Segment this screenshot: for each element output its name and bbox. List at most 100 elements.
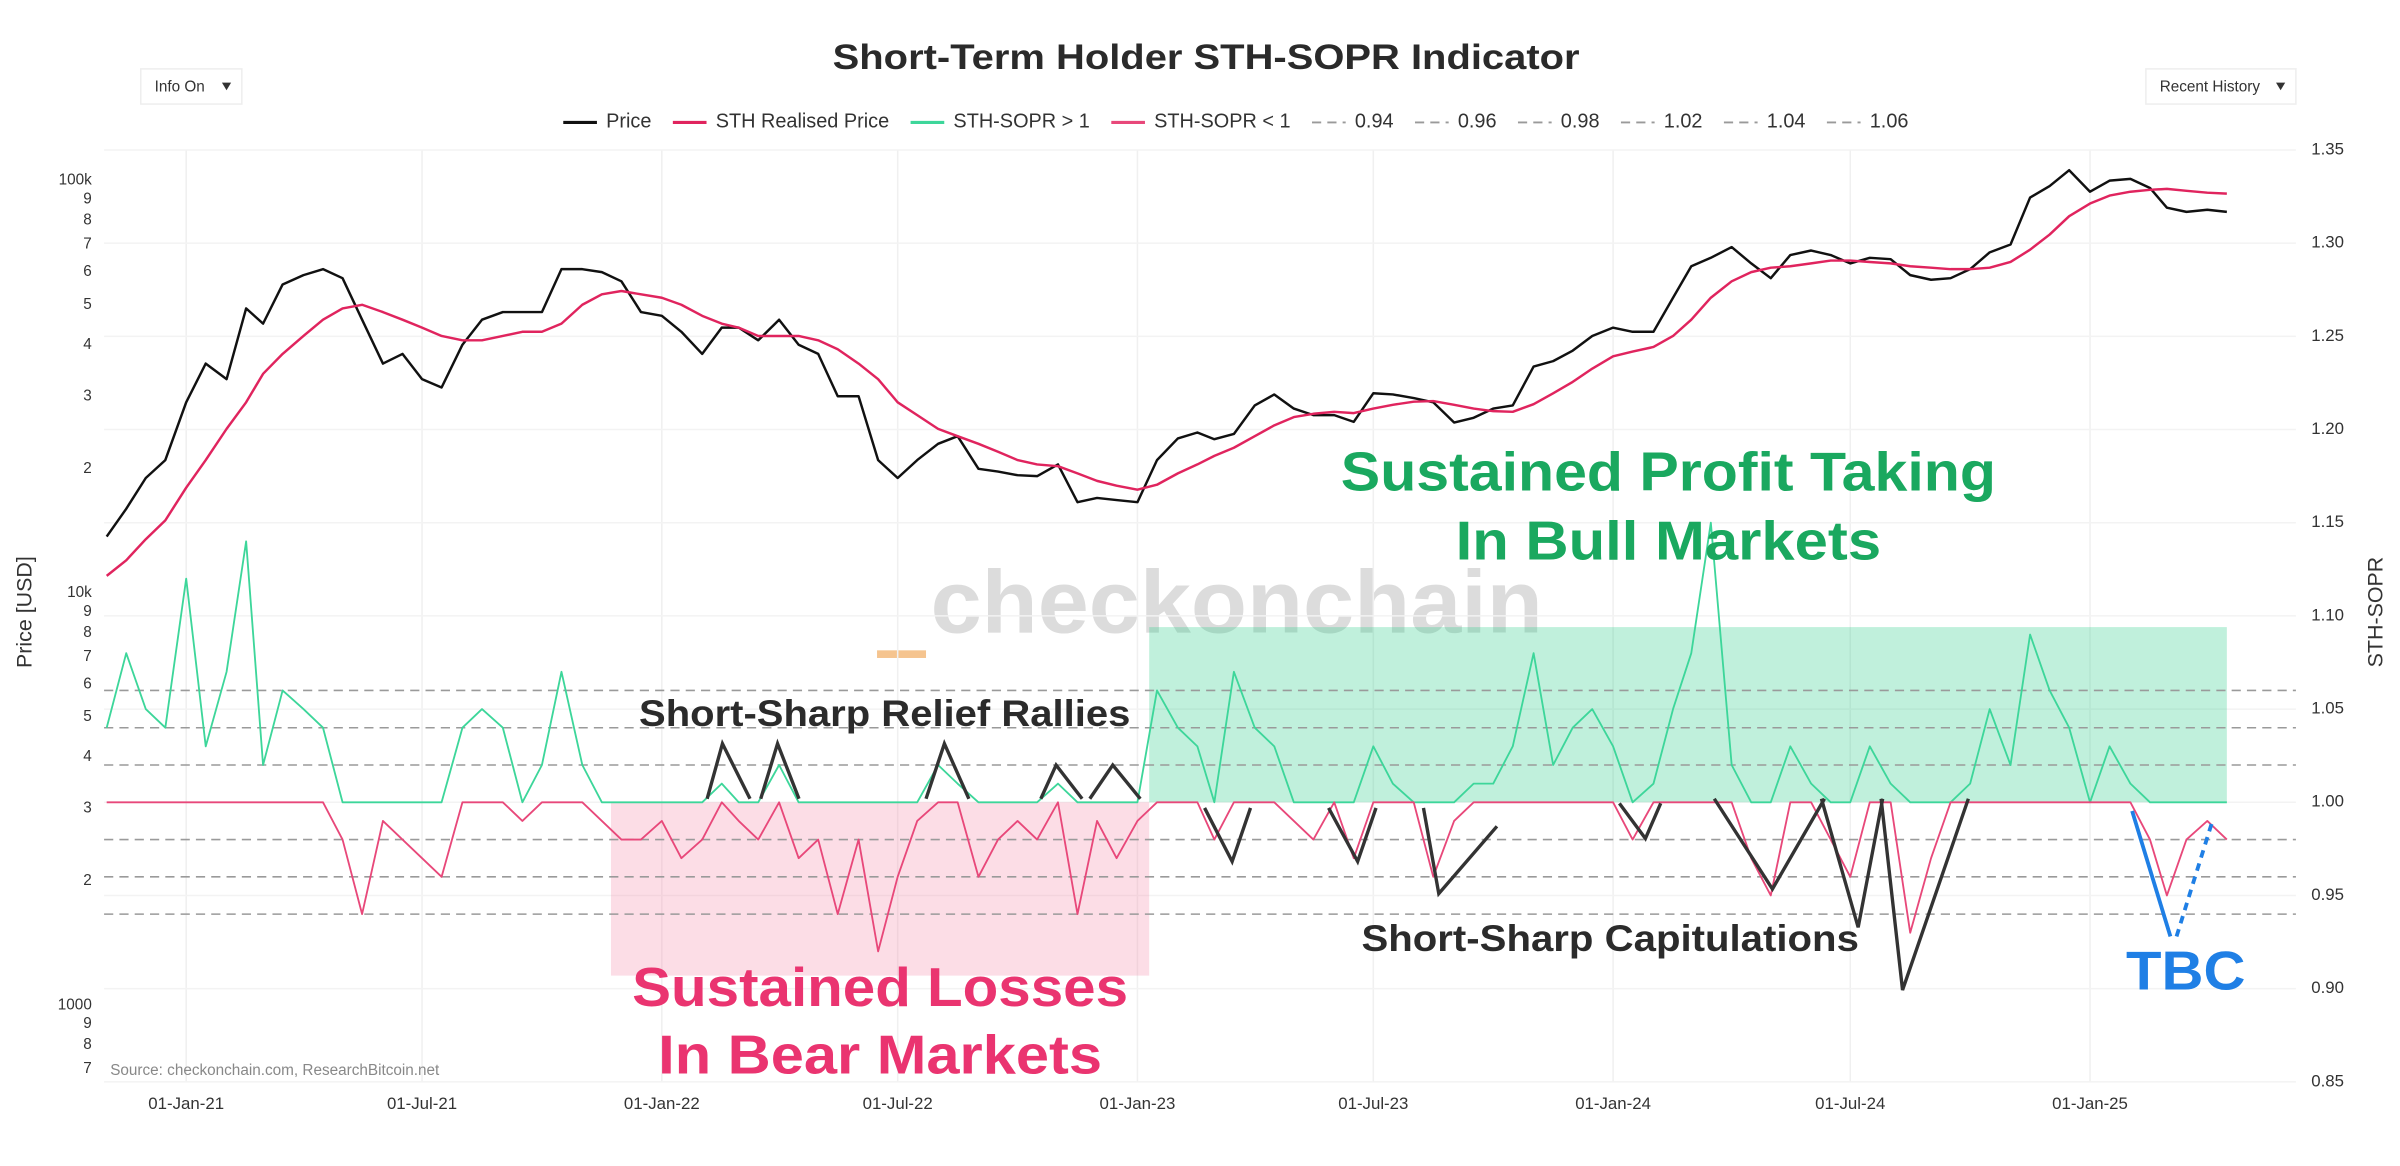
watermark-bar — [877, 650, 927, 658]
y-tick-label: 5 — [83, 296, 92, 313]
source: Source: checkonchain.com, ResearchBitcoi… — [110, 1062, 440, 1079]
y-tick-label: 10k — [67, 584, 92, 601]
y-tick-label: 9 — [83, 603, 92, 620]
x-tick-label: 01-Jul-24 — [1815, 1094, 1885, 1113]
capitulation-zigzag — [1819, 798, 1885, 928]
tbc-dashed-line — [2174, 822, 2214, 938]
y2-tick-label: 0.95 — [2311, 885, 2344, 904]
tbc-line — [2130, 810, 2173, 938]
y-tick-label: 3 — [83, 387, 92, 404]
axes: 01-Jan-21 01-Jul-21 01-Jan-22 01-Jul-22 01-J… — [58, 139, 2344, 1113]
legend-label: 1.02 — [1664, 111, 1703, 133]
info-dropdown[interactable]: Info On — [140, 68, 243, 105]
y-tick-label: 1000 — [58, 996, 92, 1013]
y-tick-label: 9 — [83, 1015, 92, 1032]
y-tick-label: 2 — [83, 872, 92, 889]
series-line — [105, 521, 2227, 804]
legend-label: 0.98 — [1561, 111, 1600, 133]
legend-label: STH-SOPR > 1 — [953, 111, 1089, 133]
y-tick-label: 8 — [83, 624, 92, 641]
legend-label: 0.94 — [1355, 111, 1394, 133]
x-tick-label: 01-Jan-22 — [624, 1094, 700, 1113]
annotation: Sustained Losses — [632, 956, 1128, 1018]
annotation: TBC — [2126, 939, 2245, 1001]
y2-tick-label: 1.30 — [2311, 233, 2344, 252]
capitulation-zigzag — [1712, 797, 1826, 893]
shaded-region — [610, 802, 1150, 976]
y-tick-label: 8 — [83, 212, 92, 229]
y2-tick-label: 1.15 — [2311, 512, 2344, 531]
y2-tick-label: 1.25 — [2311, 326, 2344, 345]
watermark-group: checkonchain — [877, 552, 1543, 658]
legend: Price STH Realised Price STH-SOPR > 1 STH-S… — [563, 111, 1908, 133]
dropdown-box[interactable] — [2145, 68, 2297, 105]
capitulation-zigzag — [1203, 807, 1253, 866]
y2-tick-label: 0.85 — [2311, 1071, 2344, 1090]
y2-tick-label: 1.20 — [2311, 419, 2344, 438]
y-tick-label: 4 — [83, 336, 92, 353]
dropdown-label[interactable]: Recent History — [2160, 78, 2261, 95]
capitulation-zigzag — [1327, 807, 1378, 866]
watermark: checkonchain — [931, 552, 1543, 651]
annotation: In Bull Markets — [1456, 509, 1882, 571]
legend-label: STH Realised Price — [716, 111, 889, 133]
annotation: Short-Sharp Relief Rallies — [639, 693, 1130, 734]
x-tick-label: 01-Jul-23 — [1338, 1094, 1408, 1113]
annotation: Short-Sharp Capitulations — [1361, 918, 1858, 959]
legend-label: 0.96 — [1458, 111, 1497, 133]
y-tick-label: 8 — [83, 1036, 92, 1053]
legend-label: STH-SOPR < 1 — [1154, 111, 1290, 133]
dropdown-label[interactable]: Info On — [155, 78, 205, 95]
series-line — [105, 168, 2227, 538]
series-line — [106, 801, 2228, 953]
x-tick-label: 01-Jul-22 — [863, 1094, 933, 1113]
y-tick-label: 3 — [83, 800, 92, 817]
x-tick-label: 01-Jan-24 — [1575, 1094, 1651, 1113]
capitulation-zigzag — [1879, 798, 1970, 991]
rally-zigzag — [705, 739, 752, 800]
history-dropdown[interactable]: Recent History — [2145, 68, 2297, 105]
rally-zigzag — [924, 739, 971, 800]
x-tick-label: 01-Jan-21 — [148, 1094, 224, 1113]
x-tick-label: 01-Jan-23 — [1100, 1094, 1176, 1113]
rally-zigzag — [759, 738, 801, 800]
y2-tick-label: 1.00 — [2311, 792, 2344, 811]
shaded-region — [1149, 627, 2227, 803]
y2-tick-label: 1.35 — [2311, 139, 2344, 158]
annotation: In Bear Markets — [658, 1023, 1102, 1085]
series-line — [105, 187, 2227, 577]
y-tick-label: 5 — [83, 708, 92, 725]
y2-tick-label: 1.10 — [2311, 605, 2344, 624]
x-tick-label: 01-Jan-25 — [2052, 1094, 2128, 1113]
y-tick-label: 6 — [83, 675, 92, 692]
y-tick-label: 4 — [83, 748, 92, 765]
plot-area — [104, 149, 2296, 1083]
annotation-shapes — [705, 738, 2214, 991]
y-tick-label: 100k — [59, 172, 93, 189]
y-tick-label: 7 — [83, 648, 92, 665]
y-axis-title: Price [USD] — [13, 556, 37, 668]
y-tick-label: 7 — [83, 1060, 92, 1077]
y2-tick-label: 1.05 — [2311, 699, 2344, 718]
capitulation-zigzag — [1421, 807, 1499, 898]
dropdown-arrow[interactable] — [2276, 82, 2286, 91]
y-tick-label: 7 — [83, 236, 92, 253]
legend-label: Price — [606, 111, 651, 133]
chart-title: Short-Term Holder STH-SOPR Indicator — [833, 38, 1580, 77]
y-tick-label: 2 — [83, 460, 92, 477]
x-tick-label: 01-Jul-21 — [387, 1094, 457, 1113]
annotation: Sustained Profit Taking — [1341, 440, 1996, 502]
y-tick-label: 9 — [83, 191, 92, 208]
rally-zigzag — [1088, 762, 1142, 800]
annotations: Sustained Profit Taking In Bull Markets … — [632, 440, 2245, 1085]
rally-zigzag — [1039, 761, 1084, 800]
y2-tick-label: 0.90 — [2311, 978, 2344, 997]
y-tick-label: 6 — [83, 263, 92, 280]
capitulation-zigzag — [1618, 802, 1663, 842]
y2-axis-title: STH-SOPR — [2364, 557, 2388, 668]
dropdown-arrow[interactable] — [221, 82, 232, 91]
legend-label: 1.06 — [1870, 111, 1909, 133]
legend-label: 1.04 — [1767, 111, 1806, 133]
